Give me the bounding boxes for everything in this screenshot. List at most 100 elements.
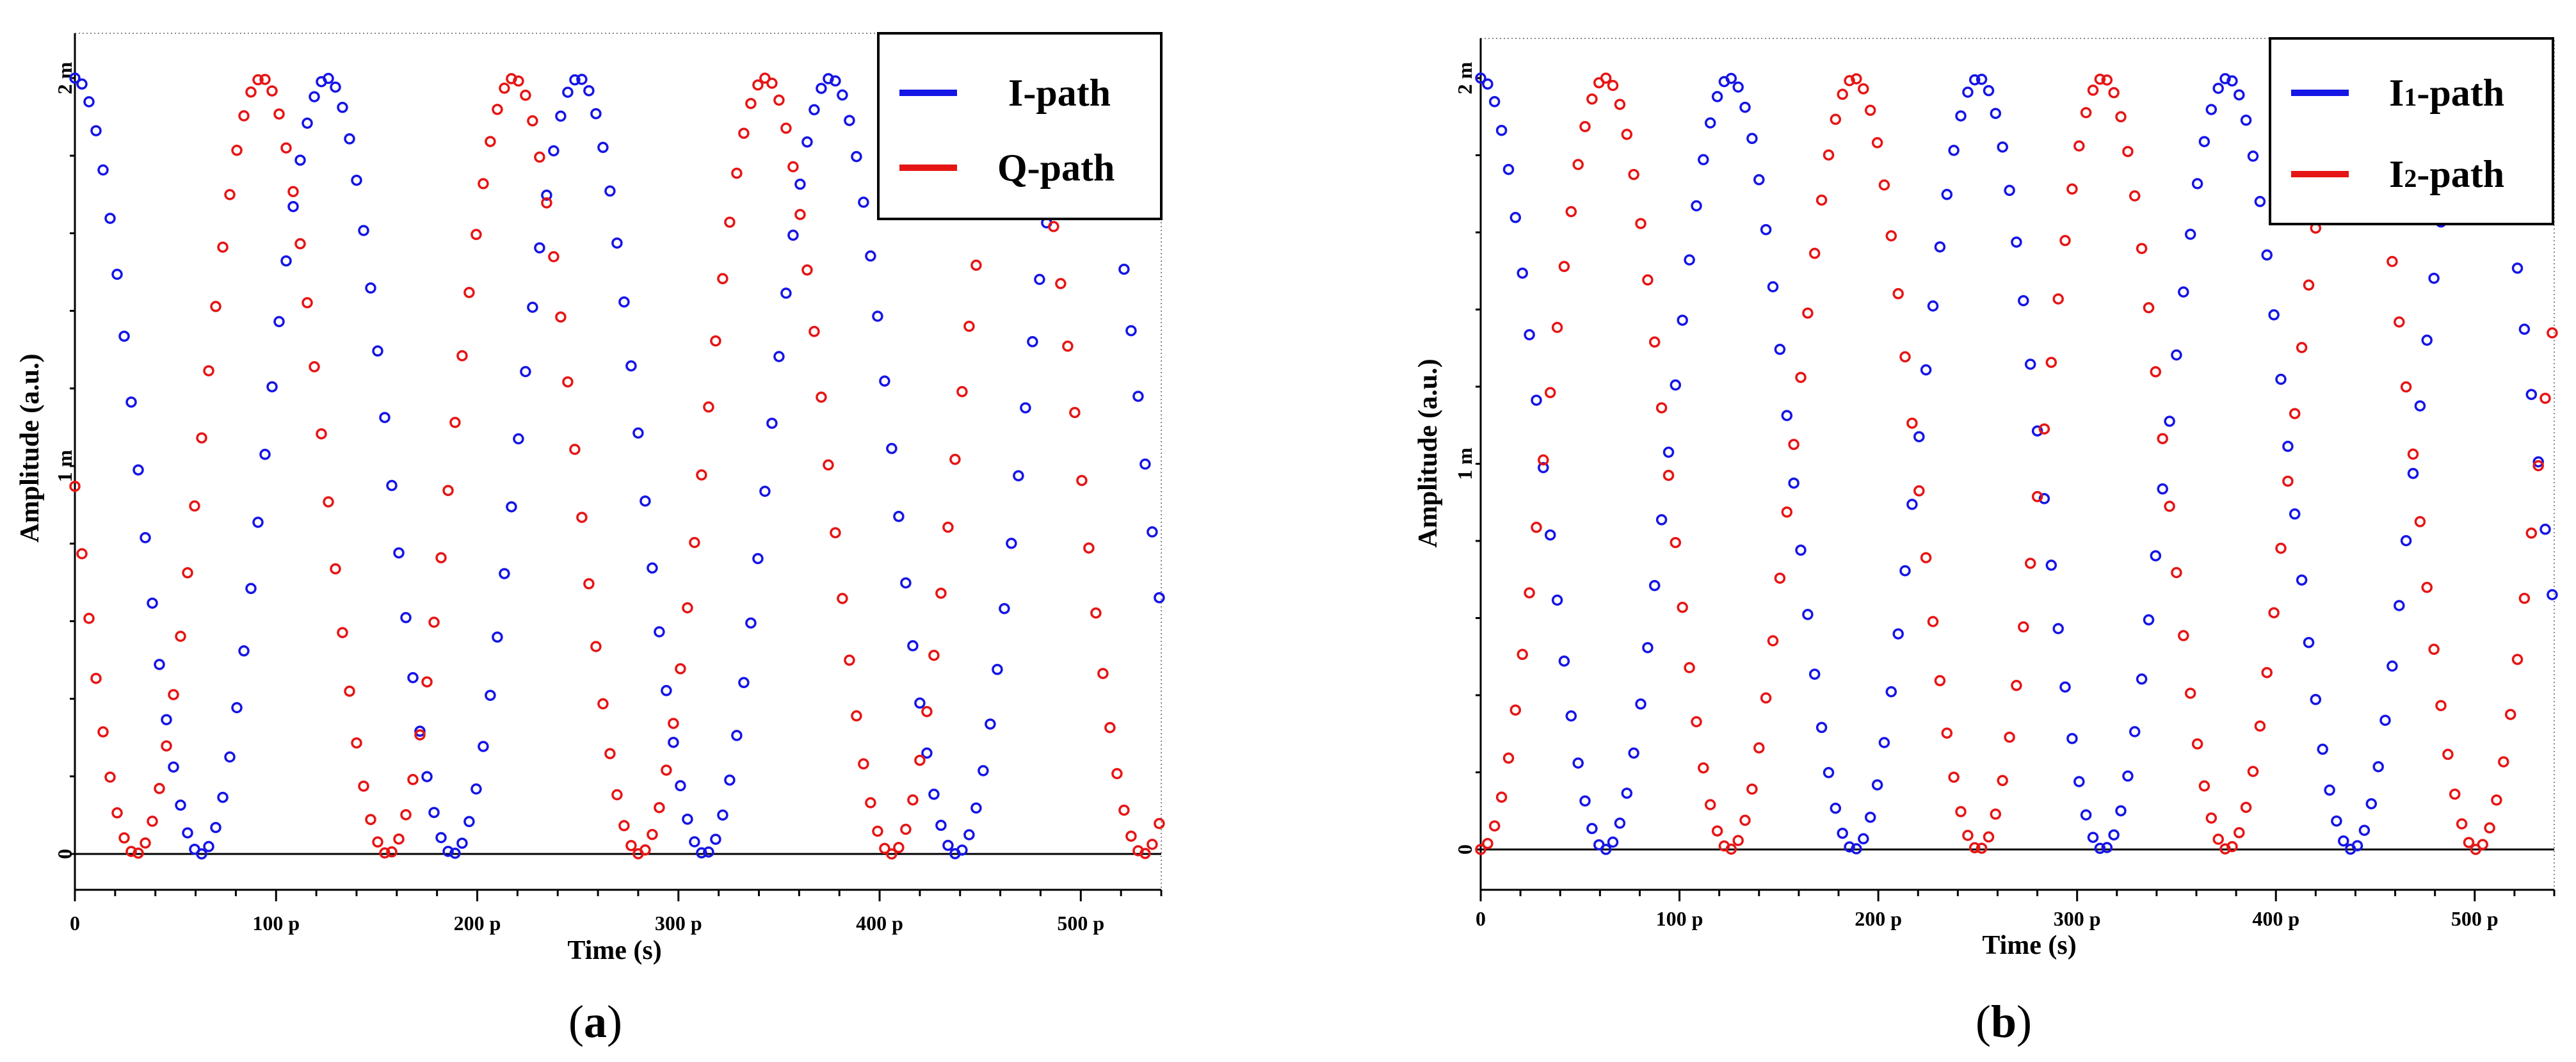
chart-b-x-tick-label: 400 p (2252, 907, 2299, 930)
chart-b-point-i1-path (1808, 668, 1821, 680)
chart-b-point-i2-path (1906, 417, 1918, 429)
chart-a-point-i-path (562, 86, 574, 98)
chart-b-point-i1-path (2394, 600, 2405, 611)
chart-a-point-q-path (125, 846, 137, 857)
chart-b-point-i2-path (1823, 149, 1835, 161)
chart-a-point-q-path (766, 77, 778, 89)
chart-b-point-i1-path (1517, 267, 1528, 279)
chart-b-point-i1-path (2268, 309, 2280, 321)
chart-a-point-q-path (456, 350, 468, 362)
chart-b-point-i1-path (2387, 660, 2398, 672)
chart-b-point-i2-path (1524, 587, 1535, 599)
chart-b-point-i1-path (1551, 594, 1563, 606)
chart-b-point-i2-path (2504, 709, 2516, 720)
chart-b-point-i1-path (1823, 767, 1835, 778)
chart-a-point-i-path (287, 200, 299, 213)
chart-a-point-q-path (668, 718, 679, 729)
chart-a-point-i-path (309, 91, 320, 102)
chart-a-point-i-path (351, 174, 362, 186)
chart-b-point-i2-path (2226, 841, 2238, 853)
chart-a-point-i-path (837, 89, 848, 101)
chart-b-point-i1-path (2303, 636, 2315, 648)
chart-a-point-q-path (407, 774, 419, 785)
chart-a-point-q-path (1069, 406, 1081, 419)
chart-b-point-i2-path (1502, 752, 1515, 764)
chart-b-point-i2-path (2184, 688, 2196, 699)
chart-b-point-i2-path (2511, 654, 2524, 665)
chart-a-legend-box (877, 32, 1163, 220)
chart-a-point-q-path (534, 151, 545, 163)
chart-a-point-i-path (879, 375, 890, 387)
chart-a-point-i-path (499, 568, 510, 579)
chart-a-point-i-path (942, 839, 954, 851)
chart-b-point-i1-path (2205, 104, 2218, 115)
chart-b-x-tick-label: 100 p (1656, 907, 1703, 930)
chart-a-point-i-path (393, 547, 405, 559)
chart-a-point-q-path (787, 161, 799, 173)
chart-b-point-i1-path (1482, 78, 1493, 90)
chart-b-point-i2-path (2212, 833, 2224, 845)
chart-a-point-q-path (527, 115, 538, 127)
chart-b-point-i2-path (2018, 621, 2029, 633)
chart-b-point-i2-path (2463, 837, 2475, 848)
chart-a-point-i-path (506, 501, 517, 513)
chart-b-legend-label-i1-sub: 1 (2404, 83, 2417, 111)
chart-b-point-i1-path (1788, 477, 1799, 489)
chart-b-point-i1-path (2094, 842, 2106, 855)
chart-b-point-i1-path (1830, 802, 1842, 814)
chart-a-point-i-path (400, 612, 412, 624)
chart-b-point-i2-path (2387, 255, 2398, 268)
chart-b-point-i1-path (2191, 178, 2203, 189)
chart-a-point-i-path (435, 832, 447, 844)
chart-b-point-i2-path (2066, 183, 2078, 195)
chart-b-point-i1-path (2129, 726, 2141, 737)
chart-b-point-i2-path (2205, 812, 2218, 824)
chart-a-point-i-path (787, 229, 799, 241)
chart-a-point-i-path (724, 774, 736, 786)
chart-a-point-q-path (238, 110, 250, 122)
chart-b-point-i2-path (1962, 830, 1974, 841)
chart-a-point-q-path (823, 459, 834, 471)
chart-a-point-i-path (69, 72, 81, 84)
chart-b-point-i1-path (1774, 344, 1786, 355)
chart-b-point-i1-path (1544, 529, 1556, 541)
chart-b-point-i1-path (1927, 300, 1939, 312)
chart-a-point-i-path (520, 366, 531, 378)
chart-b-point-i2-path (1941, 727, 1953, 739)
chart-a-point-i-path (1034, 273, 1045, 286)
chart-a-point-q-path (590, 641, 602, 652)
chart-b-point-i2-path (1614, 99, 1626, 110)
chart-a-point-i-path (365, 282, 376, 294)
chart-b-point-i2-path (2136, 243, 2148, 254)
chart-b-point-i1-path (2004, 184, 2015, 197)
chart-b-point-i2-path (1572, 159, 1584, 170)
chart-b-point-i1-path (2080, 809, 2092, 821)
chart-a-point-i-path (97, 164, 109, 176)
chart-a-point-i-path (682, 813, 693, 825)
chart-b-point-i2-path (2428, 643, 2440, 656)
chart-a-point-i-path (182, 827, 193, 839)
chart-a-point-i-path (83, 96, 95, 108)
chart-b-point-i1-path (1899, 565, 1911, 577)
chart-a-point-i-path (217, 791, 229, 803)
chart-a-point-q-path (1104, 721, 1116, 734)
chart-a-point-i-path (978, 765, 989, 776)
chart-b-point-i2-path (2247, 766, 2259, 777)
chart-b-point-i1-path (1837, 827, 1848, 839)
chart-b-point-i1-path (2226, 75, 2238, 87)
chart-a-point-q-path (478, 178, 489, 189)
chart-a-point-q-path (175, 631, 186, 642)
chart-a-point-q-path (752, 79, 764, 91)
chart-b-point-i2-path (1892, 288, 1904, 300)
chart-b-legend-label-i1-suffix: -path (2417, 72, 2504, 114)
chart-b-point-i2-path (2191, 738, 2203, 750)
chart-a-point-i-path (583, 84, 595, 97)
chart-a-ylabel: Amplitude (a.u.) (15, 353, 45, 542)
chart-b-xlabel: Time (s) (1982, 931, 2076, 960)
chart-b-point-i2-path (2219, 843, 2231, 855)
chart-a-point-i-path (745, 617, 757, 629)
chart-b-point-i2-path (1858, 83, 1869, 95)
chart-b-point-i2-path (1655, 402, 1668, 414)
chart-b-point-i1-path (2052, 623, 2064, 634)
chart-a-point-i-path (337, 102, 348, 113)
